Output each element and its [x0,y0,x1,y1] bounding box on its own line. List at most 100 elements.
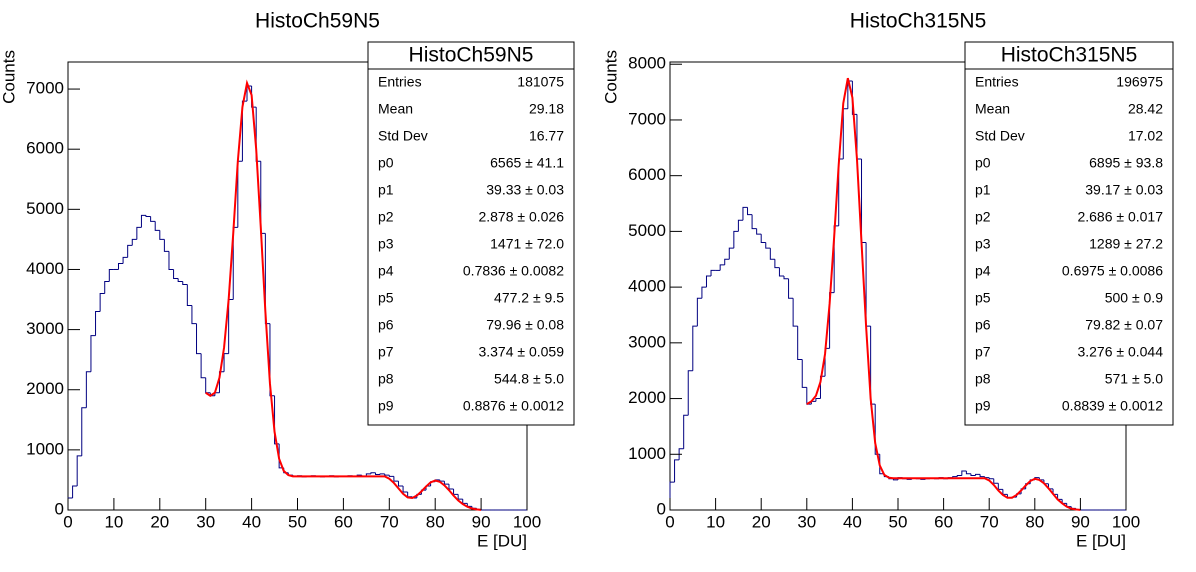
stats-value: 39.33 ± 0.03 [486,182,564,198]
chart-title: HistoCh59N5 [255,10,380,33]
y-tick-label: 0 [657,499,666,518]
stats-value: 16.77 [529,128,564,144]
histogram-bin [228,299,234,354]
x-tick-label: 50 [288,512,307,531]
y-tick-label: 2000 [628,388,666,407]
x-tick-label: 80 [1025,512,1044,531]
stats-label: p7 [378,344,394,360]
histogram-bin [159,230,165,240]
histogram-bin [274,395,280,445]
histogram-bin [388,475,394,477]
histogram-bin [792,298,798,327]
histogram-bin [719,264,725,271]
histogram-bin [177,278,183,282]
stats-label: p6 [975,317,991,333]
y-tick-label: 2000 [26,379,64,398]
histogram-bin [168,251,174,270]
stats-label: Entries [378,74,422,90]
stats-value: 544.8 ± 5.0 [494,371,564,387]
histogram-bin [965,470,971,475]
x-tick-label: 100 [513,512,541,531]
histogram-bin [778,267,784,277]
histogram-bin [375,472,381,476]
stats-value: 181075 [517,74,564,90]
histogram-bin [76,455,82,486]
histogram-bin [127,244,133,258]
histogram-bin [705,275,712,288]
y-tick-label: 8000 [628,54,666,73]
histogram-bin [200,353,206,379]
stats-value: 0.6975 ± 0.0086 [1062,263,1163,279]
histogram-bin [1020,488,1026,494]
stats-label: p9 [378,398,394,414]
histogram-bin [815,398,821,402]
x-axis-title: E [DU] [1076,531,1126,550]
histogram-bin [145,215,151,218]
histogram-bin [443,481,449,485]
stats-label: p3 [975,236,991,252]
stats-value: 79.96 ± 0.08 [486,317,564,333]
histogram-bin [117,262,124,270]
stats-label: p4 [975,263,991,279]
x-tick-label: 0 [63,512,72,531]
stats-label: p3 [378,236,394,252]
histogram-bin [457,494,463,500]
histogram-bin [122,256,128,264]
stats-label: Mean [975,101,1010,117]
y-tick-label: 3000 [26,319,64,338]
y-tick-label: 5000 [26,199,64,218]
histogram-bin [851,80,857,115]
stats-value: 17.02 [1128,128,1163,144]
histogram-bin [797,326,803,361]
histogram-bin [90,335,96,372]
histogram-bin [760,234,766,244]
y-tick-label: 1000 [628,444,666,463]
histogram-bin [747,207,753,216]
histogram-bin [480,509,486,511]
histogram-bin [223,353,229,372]
x-tick-label: 70 [980,512,999,531]
stats-box [367,41,575,426]
x-tick-label: 0 [665,512,674,531]
stats-value: 79.82 ± 0.07 [1085,317,1163,333]
histogram-bin [397,481,404,487]
stats-label: p2 [378,209,394,225]
x-tick-label: 90 [1071,512,1090,531]
histogram-bin [783,275,789,280]
y-tick-label: 4000 [628,277,666,296]
histogram-bin [85,371,91,408]
y-axis-title: Counts [0,50,18,104]
x-tick-label: 30 [797,512,816,531]
histogram-bin [237,160,243,228]
histogram-bin [870,326,876,405]
x-tick-label: 60 [934,512,953,531]
y-tick-label: 6000 [26,139,64,158]
histogram-bin [801,359,807,388]
histogram-bin [99,293,105,312]
stats-label: p5 [975,290,991,306]
y-tick-label: 0 [55,499,64,518]
histogram-bin [975,473,981,476]
stats-label: p5 [378,290,394,306]
histogram-bin [696,297,702,327]
stats-value: 196975 [1116,74,1163,90]
histogram-bin [737,219,743,232]
stats-label: Entries [975,74,1019,90]
y-tick-label: 5000 [628,221,666,240]
histogram-bin [788,278,794,299]
x-tick-label: 50 [889,512,908,531]
stats-title: HistoCh59N5 [409,44,534,67]
x-tick-label: 40 [242,512,261,531]
stats-value: 571 ± 5.0 [1105,371,1163,387]
stats-label: p0 [378,155,394,171]
histogram-bin [232,226,238,300]
fit-curve [806,77,1081,511]
histogram-bin [674,459,680,483]
stats-value: 2.686 ± 0.017 [1077,209,1163,225]
stats-value: 29.18 [529,101,564,117]
stats-label: p0 [975,155,991,171]
histogram-bin [769,248,775,260]
y-axis-title: Counts [601,50,620,104]
histogram-bin [988,477,994,480]
